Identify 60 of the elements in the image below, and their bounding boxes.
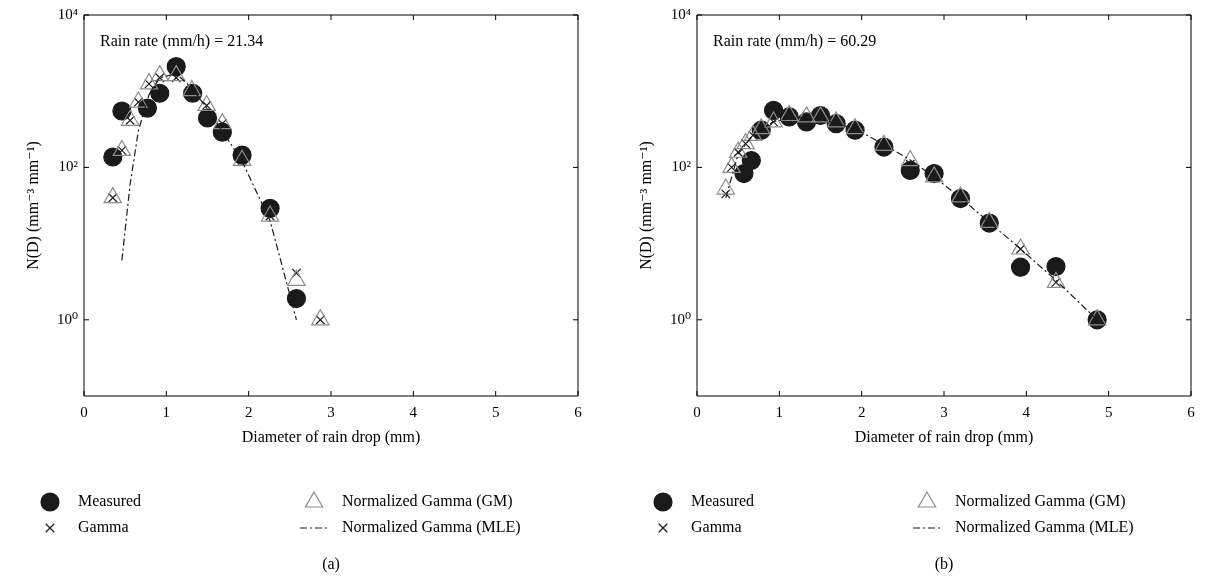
x-tick-label: 3 [327,403,335,420]
y-tick-label: 10² [671,158,692,175]
point [182,79,202,97]
point [129,91,148,108]
legend-label: Normalized Gamma (GM) [342,492,513,511]
point [150,83,170,103]
legend-label: Normalized Gamma (GM) [955,492,1126,511]
legend-label: Normalized Gamma (MLE) [342,518,521,537]
point [213,113,232,130]
point [845,118,865,135]
x-tick-label: 2 [244,403,253,420]
y-tick-label: 10⁴ [57,5,78,22]
point [736,133,755,150]
x-tick-label: 0 [693,403,701,420]
x-tick-label: 2 [857,403,866,420]
x-tick-label: 4 [409,403,418,420]
legend-label: Gamma [691,518,742,536]
legend-label: Measured [78,492,142,510]
y-axis-title: N(D) (mm⁻³ mm⁻¹) [636,141,655,270]
x-axis-title: Diameter of rain drop (mm) [854,427,1034,446]
point [112,101,132,121]
point [1046,256,1066,277]
y-axis-title: N(D) (mm⁻³ mm⁻¹) [23,141,42,270]
x-tick-label: 0 [80,403,88,420]
y-tick-label: 10² [58,158,79,175]
x-tick-label: 4 [1022,403,1031,420]
legend-label: Measured [691,492,755,510]
x-tick-label: 5 [491,403,500,420]
legend-label: Gamma [78,518,129,536]
point [112,139,132,157]
point [197,94,216,112]
annotation: Rain rate (mm/h) = 21.34 [100,32,264,51]
text: (a) [322,555,340,574]
point [150,65,170,82]
text: (b) [934,555,954,574]
x-tick-label: 5 [1104,403,1113,420]
point [311,309,330,326]
x-tick-label: 1 [162,403,171,420]
y-tick-label: 10⁰ [669,310,691,327]
annotation: Rain rate (mm/h) = 60.29 [713,32,877,51]
point [720,188,731,199]
y-tick-label: 10⁰ [56,310,78,327]
x-axis-title: Diameter of rain drop (mm) [241,427,421,446]
point [751,118,771,135]
point [103,187,123,204]
x-tick-label: 6 [574,403,583,420]
point [286,288,307,309]
x-tick-label: 1 [775,403,784,420]
point [741,150,761,171]
point [260,205,280,222]
point [103,147,123,167]
point [197,108,218,128]
y-tick-label: 10⁴ [670,5,691,22]
point [120,109,140,126]
legend-label: Normalized Gamma (MLE) [955,518,1134,537]
point [139,73,159,90]
x-tick-label: 6 [1187,403,1196,420]
point [1010,257,1031,277]
point [166,65,186,82]
x-tick-label: 3 [940,403,948,420]
